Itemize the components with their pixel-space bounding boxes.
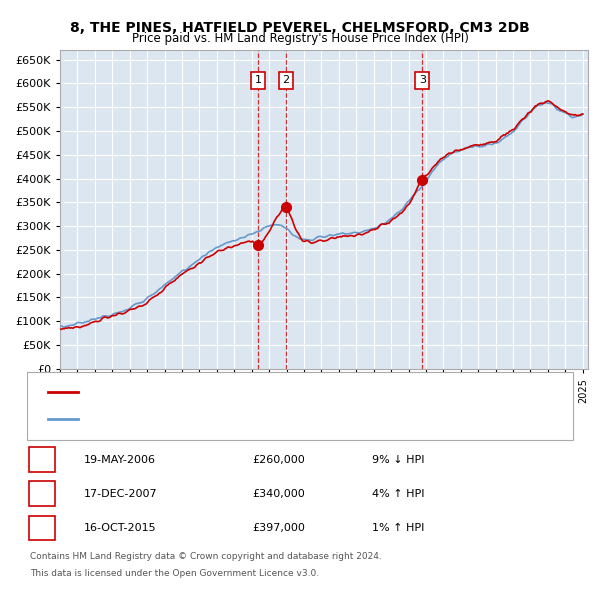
Text: 2: 2 xyxy=(282,76,289,86)
Text: 1: 1 xyxy=(38,455,46,464)
Text: £260,000: £260,000 xyxy=(252,455,305,464)
Text: £397,000: £397,000 xyxy=(252,523,305,533)
Text: 2: 2 xyxy=(38,489,46,499)
Text: HPI: Average price, detached house, Braintree: HPI: Average price, detached house, Brai… xyxy=(84,414,325,424)
Text: 8, THE PINES, HATFIELD PEVEREL, CHELMSFORD, CM3 2DB (detached house): 8, THE PINES, HATFIELD PEVEREL, CHELMSFO… xyxy=(84,387,484,397)
Text: Contains HM Land Registry data © Crown copyright and database right 2024.: Contains HM Land Registry data © Crown c… xyxy=(30,552,382,561)
Text: Price paid vs. HM Land Registry's House Price Index (HPI): Price paid vs. HM Land Registry's House … xyxy=(131,32,469,45)
Text: 19-MAY-2006: 19-MAY-2006 xyxy=(84,455,156,464)
Text: 4% ↑ HPI: 4% ↑ HPI xyxy=(372,489,425,499)
Text: 9% ↓ HPI: 9% ↓ HPI xyxy=(372,455,425,464)
Text: 3: 3 xyxy=(419,76,426,86)
Text: 8, THE PINES, HATFIELD PEVEREL, CHELMSFORD, CM3 2DB: 8, THE PINES, HATFIELD PEVEREL, CHELMSFO… xyxy=(70,21,530,35)
Text: This data is licensed under the Open Government Licence v3.0.: This data is licensed under the Open Gov… xyxy=(30,569,319,578)
Text: 16-OCT-2015: 16-OCT-2015 xyxy=(84,523,157,533)
Text: 1: 1 xyxy=(255,76,262,86)
Text: £340,000: £340,000 xyxy=(252,489,305,499)
Text: 17-DEC-2007: 17-DEC-2007 xyxy=(84,489,158,499)
Text: 3: 3 xyxy=(38,523,46,533)
Text: 1% ↑ HPI: 1% ↑ HPI xyxy=(372,523,424,533)
